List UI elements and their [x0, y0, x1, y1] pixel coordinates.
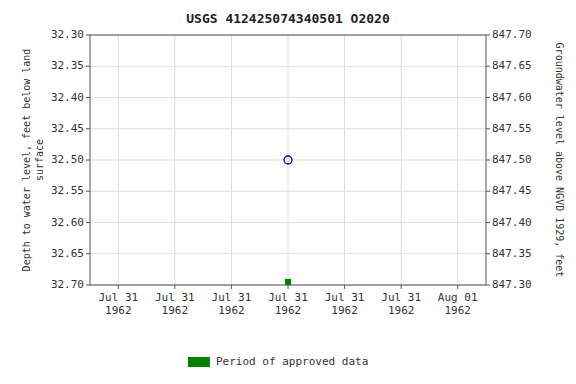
tick-mark [486, 66, 490, 67]
tick-label: Aug 011962 [438, 291, 478, 317]
tick-mark [401, 285, 402, 289]
text-line: Aug 01 [438, 291, 478, 304]
grid-line [231, 35, 232, 285]
text-line: Groundwater level above NGVD 1929, feet [554, 43, 565, 278]
tick-mark [486, 285, 490, 286]
tick-mark [86, 285, 90, 286]
tick-label: 847.60 [492, 91, 532, 104]
tick-mark [86, 128, 90, 129]
text-line: Jul 31 [325, 291, 365, 304]
tick-label: 847.40 [492, 216, 532, 229]
tick-label: 32.60 [51, 216, 84, 229]
text-line: 1962 [162, 304, 189, 317]
grid-line [344, 35, 345, 285]
tick-label: Jul 311962 [212, 291, 252, 317]
text-line: 1962 [275, 304, 302, 317]
text-line: surface [34, 139, 45, 181]
grid-line [457, 35, 458, 285]
text-line: Jul 31 [98, 291, 138, 304]
legend: Period of approved data [188, 355, 368, 368]
text-line: 1962 [105, 304, 132, 317]
tick-mark [486, 191, 490, 192]
tick-mark [86, 97, 90, 98]
grid-line [401, 35, 402, 285]
axes: 32.30 32.35 32.40 32.45 32.50 32.55 32.60 32.65… [51, 28, 532, 317]
plot-frame [90, 35, 486, 285]
grid-line [174, 35, 175, 285]
tick-mark [486, 128, 490, 129]
grid-line [288, 35, 289, 285]
tick-mark [86, 222, 90, 223]
tick-mark [86, 191, 90, 192]
tick-mark [288, 285, 289, 289]
text-line: Depth to water level, feet below land [21, 49, 32, 272]
grid [90, 35, 486, 285]
tick-label: 32.65 [51, 247, 84, 260]
tick-mark [86, 66, 90, 67]
chart: 32.30 32.35 32.40 32.45 32.50 32.55 32.60 32.65… [0, 0, 576, 384]
tick-mark [486, 222, 490, 223]
text-line: 1962 [218, 304, 245, 317]
tick-label: 847.50 [492, 153, 532, 166]
tick-label: 32.45 [51, 122, 84, 135]
tick-mark [486, 160, 490, 161]
tick-label: Jul 311962 [381, 291, 421, 317]
text-line: Jul 31 [155, 291, 195, 304]
text-line: Jul 31 [381, 291, 421, 304]
legend-swatch [188, 357, 210, 367]
tick-label: 32.40 [51, 91, 84, 104]
grid-line [118, 35, 119, 285]
tick-label: 847.45 [492, 184, 532, 197]
point [284, 156, 292, 164]
tick-label: Jul 311962 [325, 291, 365, 317]
text-line: Jul 31 [212, 291, 252, 304]
tick-mark [486, 253, 490, 254]
text-line: 1962 [331, 304, 358, 317]
tick-label: 847.30 [492, 278, 532, 291]
tick-mark [118, 285, 119, 289]
tick-label: 847.65 [492, 59, 532, 72]
marks [284, 156, 292, 284]
text-line: Jul 31 [268, 291, 308, 304]
tick-mark [86, 35, 90, 36]
tick-mark [344, 285, 345, 289]
legend-label: Period of approved data [216, 355, 368, 368]
axis-label: Depth to water level, feet below landsur… [21, 49, 45, 272]
tick-mark [231, 285, 232, 289]
title: USGS 412425074340501 O2020 [186, 11, 390, 26]
tick-label: 32.55 [51, 184, 84, 197]
tick-label: 847.35 [492, 247, 532, 260]
tick-mark [174, 285, 175, 289]
tick-label: 32.35 [51, 59, 84, 72]
tick-mark [457, 285, 458, 289]
text-line: 1962 [444, 304, 471, 317]
tick-mark [486, 97, 490, 98]
tick-label: 847.70 [492, 28, 532, 41]
tick-label: 32.30 [51, 28, 84, 41]
tick-label: 32.50 [51, 153, 84, 166]
text-line: 1962 [388, 304, 415, 317]
axis-label: Groundwater level above NGVD 1929, feet [554, 43, 565, 278]
tick-label: Jul 311962 [268, 291, 308, 317]
point [286, 279, 291, 284]
tick-label: Jul 311962 [155, 291, 195, 317]
tick-mark [86, 160, 90, 161]
tick-label: 847.55 [492, 122, 532, 135]
tick-mark [486, 35, 490, 36]
tick-mark [86, 253, 90, 254]
tick-label: 32.70 [51, 278, 84, 291]
tick-label: Jul 311962 [98, 291, 138, 317]
